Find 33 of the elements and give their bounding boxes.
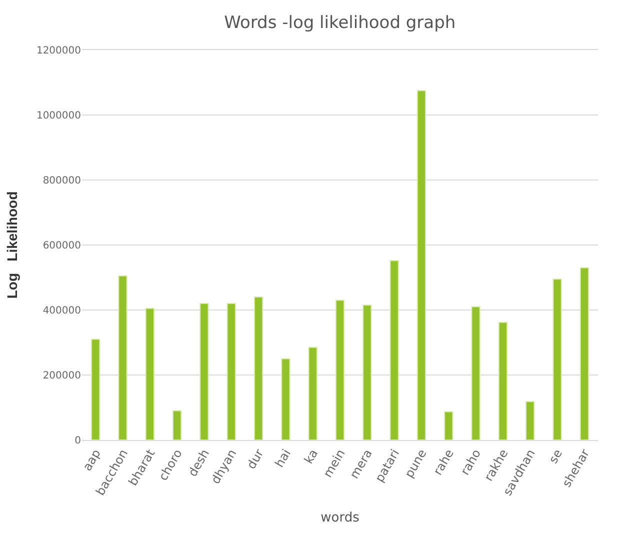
y-tick-label: 1000000	[36, 110, 81, 122]
bar	[471, 306, 480, 440]
y-tick-label: 0	[74, 436, 81, 446]
bar	[580, 267, 589, 440]
y-tick-label: 600000	[42, 240, 81, 252]
bar	[118, 275, 128, 440]
x-tick-label: ka	[301, 446, 321, 466]
bar	[281, 358, 290, 440]
bar	[362, 304, 372, 440]
x-tick-label: dur	[244, 446, 266, 472]
bar	[91, 338, 100, 440]
y-tick-label: 200000	[42, 370, 81, 382]
bar	[526, 401, 535, 440]
bar	[552, 278, 562, 440]
bar	[390, 260, 399, 440]
bar	[308, 346, 318, 440]
bar	[335, 300, 345, 440]
bar	[254, 296, 264, 440]
bar	[145, 308, 154, 440]
y-tick-label: 800000	[42, 176, 81, 186]
y-axis-title: Log Likelihood	[4, 191, 20, 299]
bar	[200, 303, 209, 440]
bar	[416, 90, 426, 440]
bar	[226, 303, 236, 440]
bar	[172, 410, 182, 440]
bar	[498, 322, 508, 440]
y-tick-label: 1200000	[36, 46, 81, 56]
y-tick-label: 400000	[42, 306, 81, 316]
chart-title: Words -log likelihood graph	[224, 12, 456, 33]
bar	[444, 411, 454, 440]
x-tick-label: se	[546, 446, 566, 466]
x-tick-label: hai	[272, 446, 294, 470]
x-axis-title: words	[320, 510, 360, 526]
